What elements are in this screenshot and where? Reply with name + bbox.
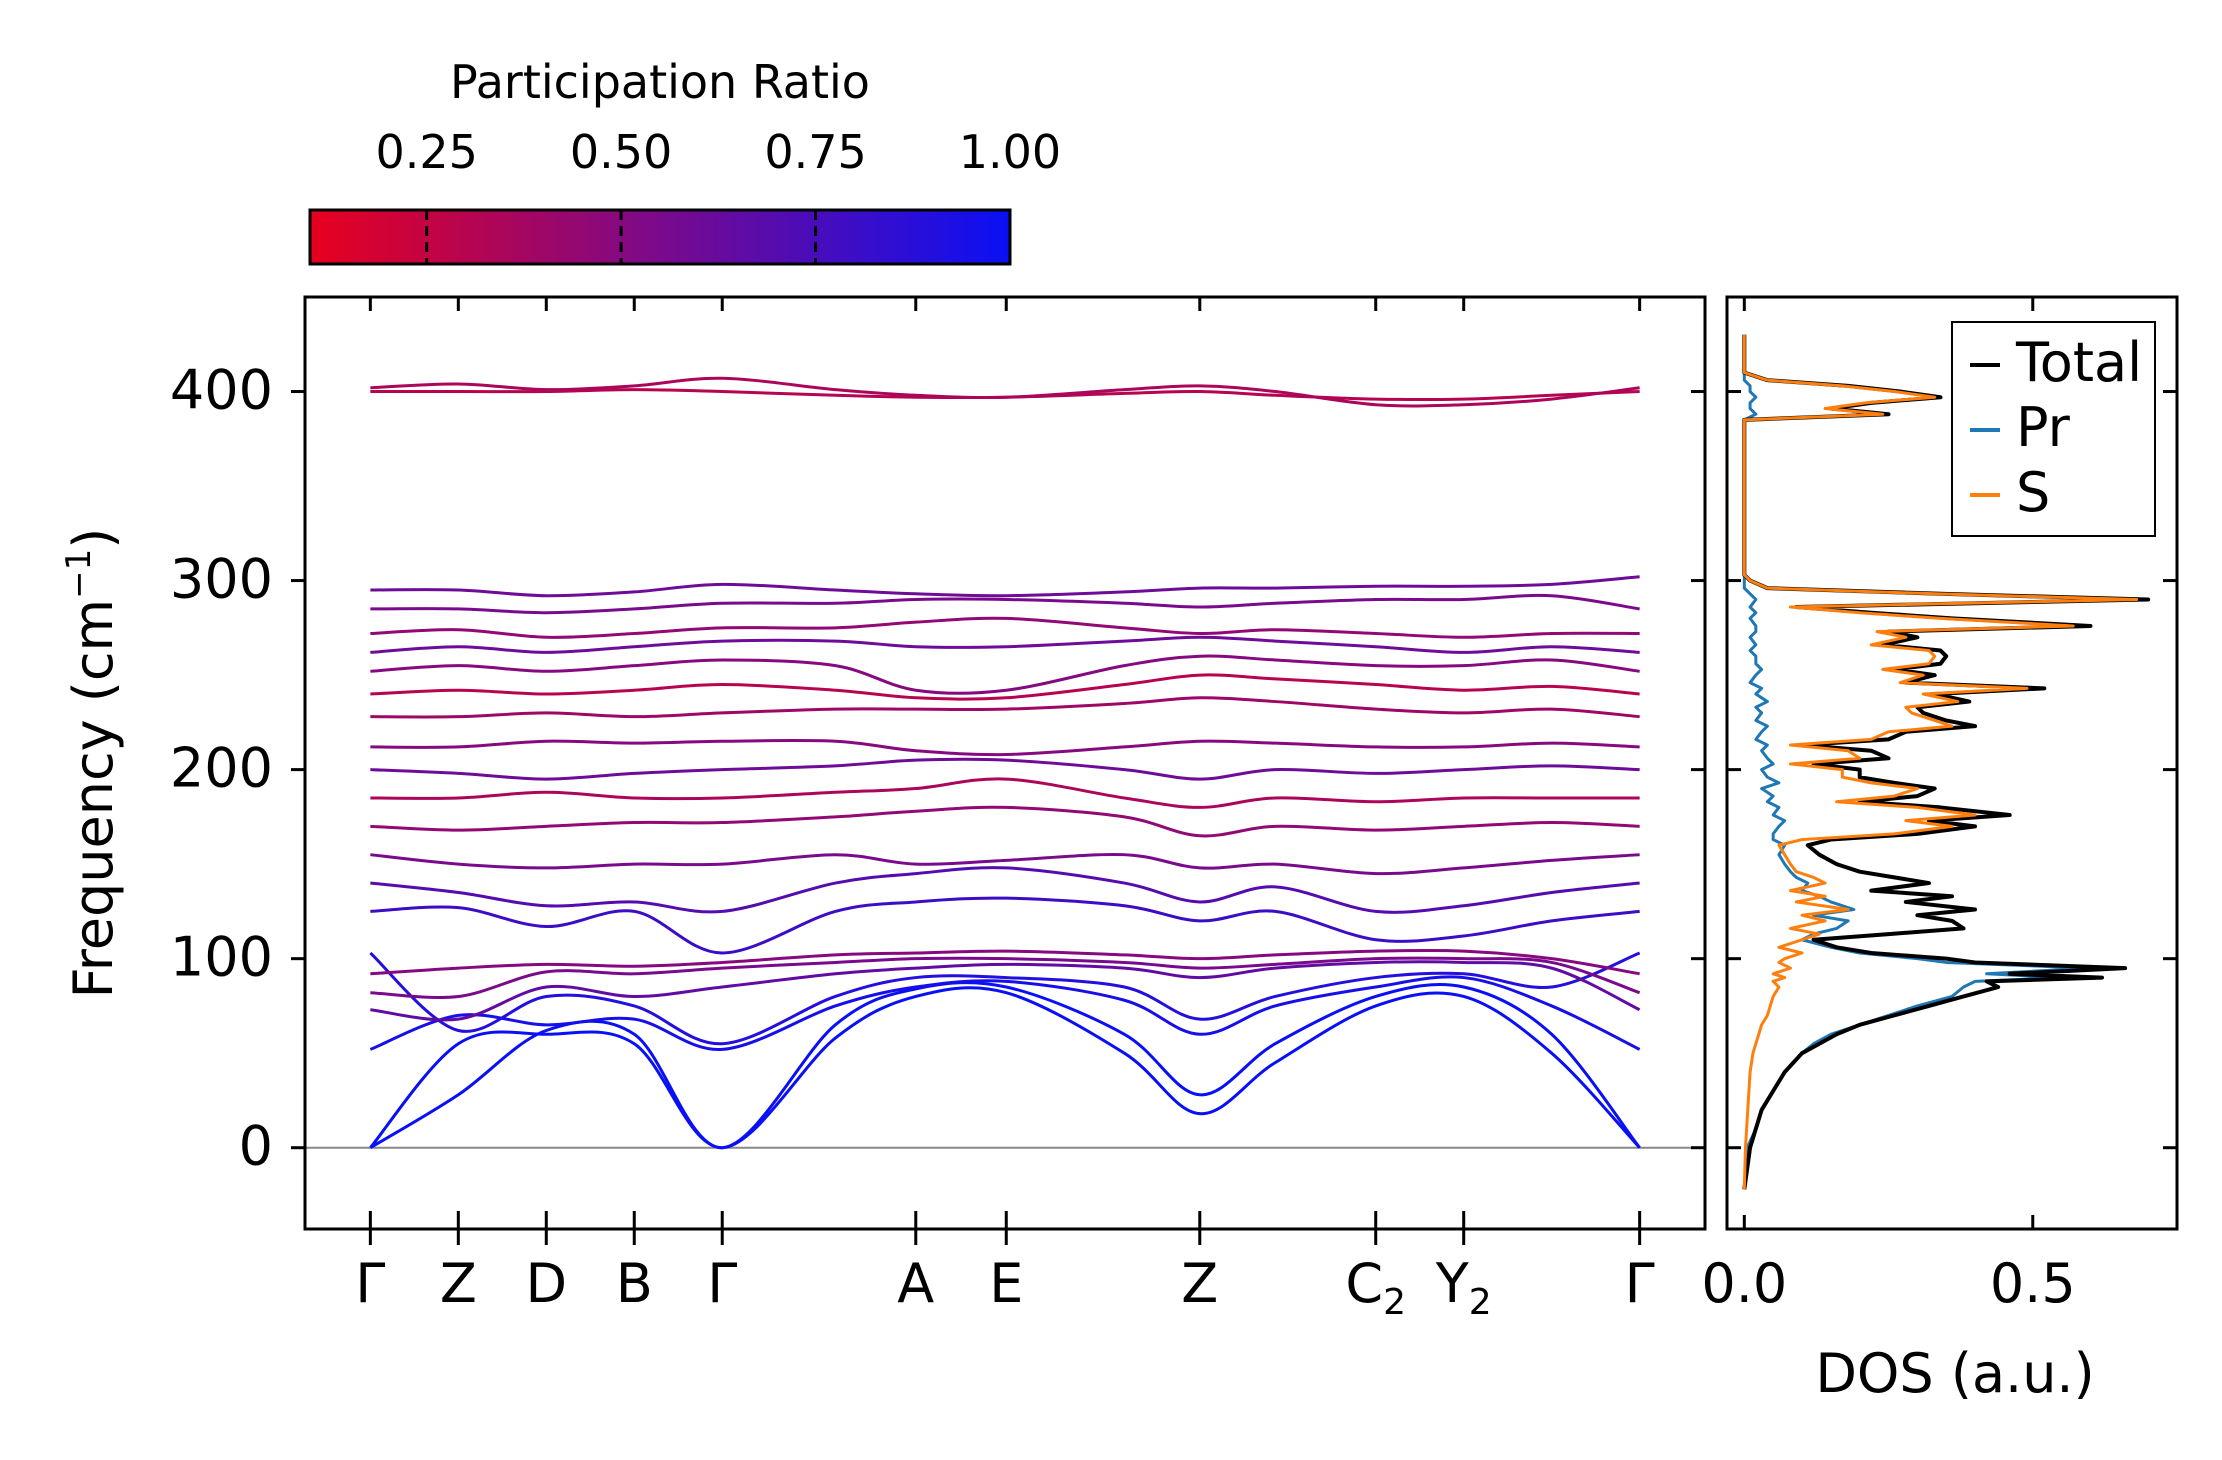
colorbar-tick-label: 1.00 <box>959 125 1061 179</box>
kpoint-label: Z <box>1181 1252 1218 1315</box>
colorbar: Participation Ratio 0.25 0.50 0.75 1.00 <box>308 55 1061 266</box>
band-line <box>369 951 1641 1046</box>
kpoint-label: C2 <box>1345 1252 1406 1323</box>
y-tick-label: 100 <box>170 926 273 989</box>
colorbar-ticks: 0.25 0.50 0.75 1.00 <box>375 125 1061 264</box>
colorbar-tick-label: 0.75 <box>764 125 866 179</box>
band-axes-frame <box>303 295 1707 1231</box>
dos-x-axis-label: DOS (a.u.) <box>1815 1342 2094 1405</box>
dos-ticks: 0.0 0.5 <box>1701 297 2177 1315</box>
band-line <box>370 696 1640 719</box>
band-line <box>370 738 1640 757</box>
band-line <box>370 960 1641 1022</box>
legend-label: S <box>2016 461 2050 524</box>
kpoint-label: Y2 <box>1435 1252 1492 1323</box>
band-line <box>370 635 1640 654</box>
dos-line-s <box>1742 334 2139 1190</box>
band-line <box>370 805 1640 838</box>
kpoint-label: B <box>616 1252 653 1315</box>
band-y-ticks: 0 100 200 300 400 <box>170 359 1705 1178</box>
band-x-ticks: Γ Z D B Γ A E Z C2 Y2 Γ <box>355 297 1655 1323</box>
y-tick-label: 400 <box>170 359 273 422</box>
band-line <box>369 975 1641 1051</box>
colorbar-title: Participation Ratio <box>450 55 870 109</box>
band-line <box>369 986 1641 1150</box>
band-line <box>370 593 1640 615</box>
dos-x-tick-label: 0.0 <box>1701 1252 1787 1315</box>
kpoint-label: A <box>897 1252 934 1315</box>
kpoint-label: Γ <box>355 1252 385 1315</box>
band-line <box>370 956 1641 999</box>
y-axis-label-text: Frequency (cm <box>62 599 125 999</box>
band-line <box>370 896 1640 955</box>
legend-label: Pr <box>2016 396 2071 459</box>
band-line <box>370 616 1640 639</box>
band-line <box>369 981 1641 1150</box>
colorbar-gradient <box>308 208 1012 266</box>
kpoint-label: D <box>525 1252 567 1315</box>
band-line <box>370 853 1640 876</box>
y-tick-label: 0 <box>239 1115 273 1178</box>
y-axis-label-close: ) <box>62 528 125 549</box>
dos-axes-frame <box>1725 295 2179 1231</box>
dos-lines <box>1742 334 2151 1190</box>
band-line <box>370 376 1640 408</box>
band-line <box>370 948 1640 976</box>
kpoint-label-subscript: 2 <box>1383 1282 1406 1323</box>
band-line <box>370 777 1640 809</box>
kpoint-label: Γ <box>707 1252 737 1315</box>
band-lines <box>369 376 1641 1150</box>
band-line <box>370 673 1640 701</box>
band-line <box>370 654 1640 695</box>
y-tick-label: 200 <box>170 737 273 800</box>
kpoint-label: Z <box>440 1252 477 1315</box>
dos-x-tick-label: 0.5 <box>1990 1252 2076 1315</box>
legend-label: Total <box>2015 331 2142 394</box>
kpoint-label-subscript: 2 <box>1469 1282 1492 1323</box>
y-tick-label: 300 <box>170 548 273 611</box>
y-axis-label: Frequency (cm−1) <box>59 528 125 999</box>
colorbar-tick-label: 0.25 <box>375 125 477 179</box>
band-line <box>370 866 1640 914</box>
band-line <box>370 757 1640 781</box>
kpoint-label: Γ <box>1625 1252 1655 1315</box>
kpoint-label: E <box>989 1252 1023 1315</box>
band-line <box>370 575 1640 598</box>
colorbar-tick-label: 0.50 <box>570 125 672 179</box>
y-axis-label-sup: −1 <box>59 549 99 599</box>
